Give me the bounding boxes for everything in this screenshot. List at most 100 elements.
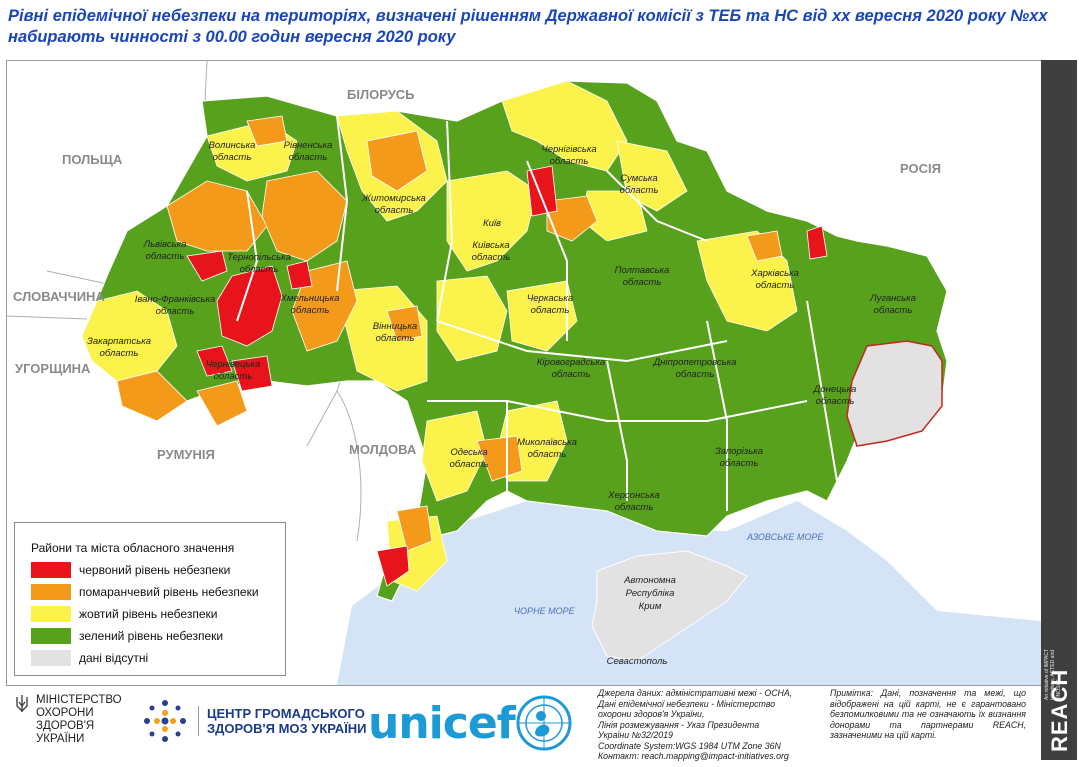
footer: МІНІСТЕРСТВО ОХОРОНИ ЗДОРОВ'Я УКРАЇНИ ЦЕ… [0,684,1040,767]
label-poltavska-1: Полтавська [615,265,670,276]
moz-logo: МІНІСТЕРСТВО ОХОРОНИ ЗДОРОВ'Я УКРАЇНИ [16,694,122,746]
label-rivnenska-1: Рівненська [284,140,333,151]
label-poltavska-2: область [623,277,662,288]
label-crimea-2: Республіка [626,588,675,599]
cgz-logo: ЦЕНТР ГРОМАДСЬКОГО ЗДОРОВ'Я МОЗ УКРАЇНИ [142,698,367,744]
label-chernivetska-2: область [214,371,253,382]
label-sumska-2: область [620,185,659,196]
reach-logo: REACH [1047,668,1072,752]
label-mykolaivska-1: Миколаївська [517,437,577,448]
label-kirovohradska-2: область [552,369,591,380]
moz-line-1: МІНІСТЕРСТВО [36,694,122,706]
legend-label-yellow: жовтий рівень небезпеки [79,607,218,621]
moz-line-4: УКРАЇНИ [36,733,85,745]
label-hungary: УГОРЩИНА [15,361,91,376]
map-title-line1: Рівні епідемічної небезпеки на територія… [8,7,1048,25]
source-line-1: Джерела даних: адміністративні межі - OC… [598,688,793,698]
label-kharkivska-1: Харківська [750,268,799,279]
label-dnipropetrovska-1: Дніпропетровська [653,357,737,368]
legend-item-yellow: жовтий рівень небезпеки [31,605,217,623]
source-line-7: Контакт: reach.mapping@impact-initiative… [598,751,789,761]
oblast-boundaries [236,115,838,511]
label-volynska-1: Волинська [209,140,256,151]
label-russia: РОСІЯ [900,161,941,176]
unicef-emblem-icon [516,695,572,751]
label-kharkivska-2: область [756,280,795,291]
label-kyivska-1: Київська [472,240,509,251]
label-ivanofrankivska-2: область [156,306,195,317]
reach-sidebar [1041,60,1077,760]
label-ternopilska-1: Тернопільська [227,252,291,263]
legend-swatch-red [31,562,71,578]
label-black-sea: ЧОРНЕ МОРЕ [514,606,576,616]
map-legend: Райони та міста обласного значення черво… [14,522,286,676]
map-title-line2: набирають чинності з 00.00 годин вересня… [8,28,456,46]
legend-swatch-yellow [31,606,71,622]
label-ternopilska-2: область [240,264,279,275]
label-mykolaivska-2: область [528,449,567,460]
label-cherkaska-1: Черкаська [527,293,573,304]
label-belarus: БІЛОРУСЬ [347,87,415,102]
trident-icon [16,695,28,712]
moz-line-3: ЗДОРОВ'Я [36,720,95,732]
cgz-line-2: ЗДОРОВ'Я МОЗ УКРАЇНИ [207,721,367,736]
legend-title: Райони та міста обласного значення [31,541,235,555]
cgz-line-1: ЦЕНТР ГРОМАДСЬКОГО [207,706,365,721]
no-data-crimea [591,550,748,662]
data-sources: Джерела даних: адміністративні межі - OC… [598,688,803,762]
source-line-5: України №32/2019 [598,730,673,740]
label-ivanofrankivska-1: Івано-Франківська [135,294,216,305]
label-chernihivska-2: область [550,156,589,167]
label-sevastopol: Севастополь [607,656,668,667]
label-volynska-2: область [213,152,252,163]
label-chernivetska-1: Чернівецька [206,359,261,370]
unicef-wordmark: unicef [368,697,516,749]
cgz-text: ЦЕНТР ГРОМАДСЬКОГО ЗДОРОВ'Я МОЗ УКРАЇНИ [198,706,367,736]
label-odeska-1: Одеська [450,447,487,458]
map-title: Рівні епідемічної небезпеки на територія… [8,6,1068,48]
legend-label-red: червоний рівень небезпеки [79,563,231,577]
unicef-logo: unicef [368,694,573,752]
label-donetska-2: область [816,396,855,407]
label-vinnytska-2: область [376,333,415,344]
label-zhytomyrska-2: область [375,205,414,216]
legend-item-nodata: дані відсутні [31,649,148,667]
moz-line-2: ОХОРОНИ [36,707,94,719]
source-line-2: Дані епідемічної небезпеки - Міністерств… [598,698,776,709]
label-khmelnytska-1: Хмельницька [280,293,340,304]
legend-item-orange: помаранчевий рівень небезпеки [31,583,259,601]
label-lvivska-1: Львівська [143,239,187,250]
label-rivnenska-2: область [289,152,328,163]
label-dnipropetrovska-2: область [676,369,715,380]
label-azov-sea: АЗОВСЬКЕ МОРЕ [746,532,824,542]
source-line-6: Coordinate System:WGS 1984 UTM Zone 36N [598,740,781,751]
label-crimea-3: Крим [639,601,662,612]
source-line-4: Лінія розмежування - Указ Президента [598,719,760,730]
label-crimea-1: Автономна [623,575,676,586]
label-sumska-1: Сумська [620,173,657,184]
legend-label-nodata: дані відсутні [79,651,149,665]
label-kirovohradska-1: Кіровоградська [537,357,605,368]
label-moldova: МОЛДОВА [349,442,417,457]
legend-swatch-nodata [31,650,71,666]
label-poland: ПОЛЬЩА [62,152,123,167]
orange-areas [116,115,783,552]
label-slovakia: СЛОВАЧЧИНА [13,289,105,304]
legend-item-green: зелений рівень небезпеки [31,627,223,645]
label-khersonska-2: область [615,502,654,513]
label-zaporizka-2: область [720,458,759,469]
label-luhanska-2: область [874,305,913,316]
label-kyiv: Київ [483,218,501,229]
legend-item-red: червоний рівень небезпеки [31,561,230,579]
label-chernihivska-1: Чернігівська [541,144,596,155]
label-romania: РУМУНІЯ [157,447,215,462]
label-zhytomyrska-1: Житомирська [361,193,426,204]
label-zakarpatska-2: область [100,348,139,359]
legend-swatch-orange [31,584,71,600]
label-donetska-1: Донецька [813,384,857,395]
label-kyivska-2: область [472,252,511,263]
label-khersonska-1: Херсонська [607,490,660,501]
source-line-3: охорони здоров'я України, [598,709,705,719]
disclaimer-note: Примітка: Дані, позначення та межі, що в… [830,688,1026,740]
moz-text: МІНІСТЕРСТВО ОХОРОНИ ЗДОРОВ'Я УКРАЇНИ [36,694,122,746]
